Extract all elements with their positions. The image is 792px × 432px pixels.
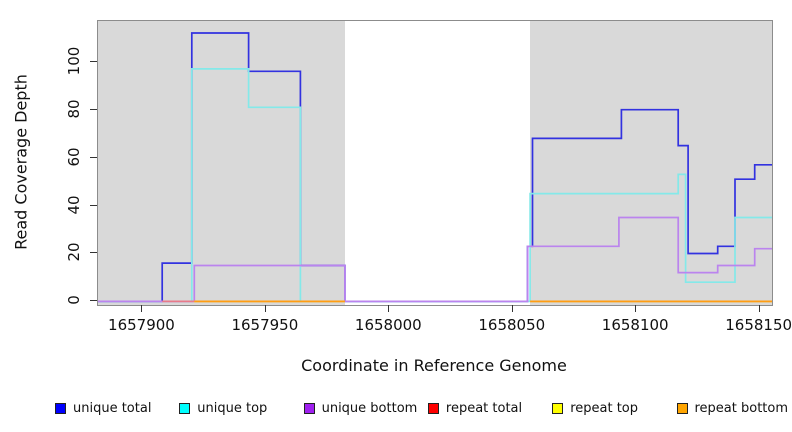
legend-label: unique top — [197, 400, 268, 416]
y-tick-label: 20 — [65, 242, 83, 263]
y-tick-label: 100 — [65, 46, 83, 76]
legend-label: repeat top — [570, 400, 638, 416]
legend-swatch-icon — [55, 402, 66, 414]
x-tick — [388, 305, 390, 312]
x-tick — [264, 305, 266, 312]
legend-item-repeat-top: repeat top — [552, 398, 638, 418]
x-tick-label: 1657900 — [108, 316, 175, 334]
y-tick-label: 60 — [65, 147, 83, 167]
series-line-unique-bottom — [98, 216, 772, 303]
legend-swatch-icon — [179, 402, 191, 414]
x-tick-label: 1658050 — [478, 316, 546, 334]
series-lines-svg — [98, 32, 772, 303]
x-tick — [758, 305, 760, 312]
legend: unique total unique top unique bottom repea… — [0, 398, 792, 422]
y-tick — [90, 300, 97, 302]
y-tick — [90, 60, 97, 62]
x-axis-title: Coordinate in Reference Genome — [301, 356, 567, 375]
x-tick-label: 1658000 — [354, 316, 422, 334]
legend-item-unique-total: unique total — [55, 398, 151, 418]
y-tick — [90, 108, 97, 110]
y-tick — [90, 204, 97, 206]
y-tick — [90, 156, 97, 158]
legend-item-unique-top: unique top — [179, 398, 267, 418]
legend-swatch-icon — [552, 402, 564, 414]
legend-item-repeat-total: repeat total — [427, 398, 523, 418]
x-tick-label: 1658100 — [601, 316, 669, 334]
y-tick-label: 80 — [65, 99, 83, 119]
x-tick — [141, 305, 143, 312]
legend-label: unique bottom — [321, 400, 418, 416]
x-tick — [511, 305, 513, 312]
legend-label: unique total — [73, 400, 152, 416]
series-line-unique-total — [98, 32, 772, 303]
legend-label: repeat bottom — [694, 400, 789, 416]
legend-label: repeat total — [445, 400, 523, 416]
y-tick — [90, 252, 97, 254]
y-axis-title: Read Coverage Depth — [11, 74, 31, 250]
legend-swatch-icon — [303, 402, 315, 414]
plot-area — [97, 20, 773, 306]
x-tick — [635, 305, 637, 312]
legend-swatch-icon — [676, 402, 688, 414]
legend-item-repeat-bottom: repeat bottom — [676, 398, 789, 418]
y-tick-label: 40 — [65, 194, 83, 215]
shaded-region — [530, 21, 772, 305]
legend-swatch-icon — [427, 402, 439, 414]
series-line-unique-top — [98, 68, 772, 303]
x-tick-label: 1658150 — [725, 316, 792, 334]
legend-item-unique-bottom: unique bottom — [303, 398, 418, 418]
x-tick-label: 1657950 — [231, 316, 299, 334]
y-tick-label: 0 — [65, 295, 83, 306]
